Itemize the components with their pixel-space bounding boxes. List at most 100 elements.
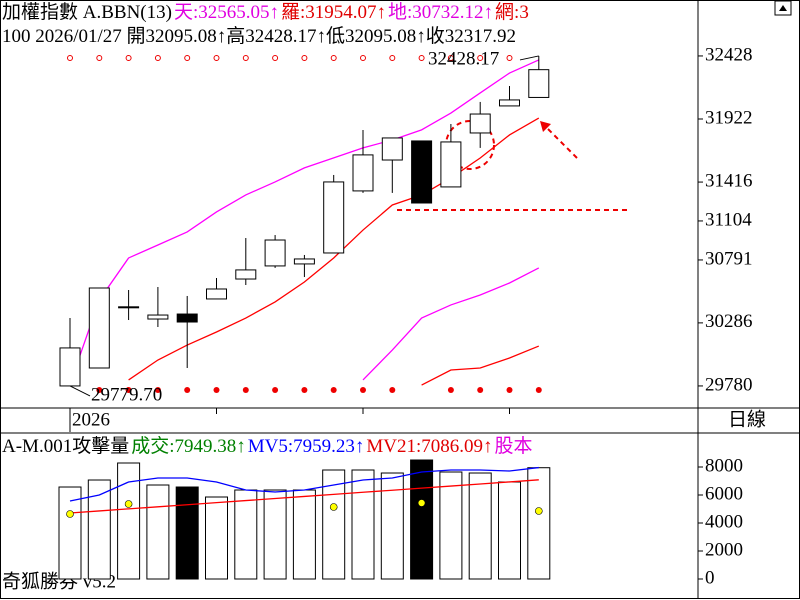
signal-dot (213, 387, 220, 393)
signal-dot (329, 503, 338, 511)
signal-marker (360, 55, 366, 61)
volume-bar (175, 486, 199, 580)
candle-body (235, 269, 257, 280)
candle-body (118, 306, 140, 309)
signal-dot (184, 387, 191, 393)
signal-dot (447, 387, 454, 393)
candle-body (176, 313, 198, 323)
y-tick-label: 0 (705, 567, 715, 588)
annotation: 32428.17 (428, 48, 499, 69)
signal-marker (154, 55, 161, 61)
annotation-leader (69, 385, 91, 397)
y-tick-label: 31416 (705, 170, 753, 191)
signal-dot (535, 387, 542, 393)
indicator: 地:30732.12↑ (388, 2, 494, 23)
arrow (542, 123, 578, 159)
candle-body (59, 347, 81, 387)
signal-marker (272, 55, 279, 61)
period-label: 日線 (728, 408, 766, 430)
header-line: 加權指數 A.BBN(13) 天:32565.05↑ 羅:31954.07↑ 地:30… (2, 2, 696, 24)
volume-bar (410, 459, 434, 580)
candle-body (323, 181, 345, 254)
signal-dot (417, 499, 426, 507)
volume-bar (292, 489, 316, 580)
indicator-line (421, 345, 540, 386)
indicator: 網:3 (495, 2, 529, 23)
signal-marker (506, 55, 513, 61)
signal-dot (330, 387, 337, 393)
indicator: 成交:7949.38↑ (131, 436, 246, 457)
signal-dot (66, 510, 74, 518)
signal-dot (477, 387, 484, 393)
footer: 奇狐勝券 v5.2 (2, 570, 116, 592)
candle-body (264, 239, 286, 267)
y-tick-label: 30286 (705, 311, 753, 332)
indicator-line (69, 59, 540, 385)
y-tick-label: 30791 (705, 248, 753, 269)
indicator: MV5:7959.23↑ (247, 436, 365, 457)
volume-bar (380, 472, 404, 580)
volume-bar (58, 486, 82, 580)
signal-dot (360, 387, 366, 393)
y-tick-label: 31104 (705, 209, 752, 230)
volume-bar (498, 481, 521, 580)
header-title: 加權指數 A.BBN(13) (2, 2, 172, 23)
signal-dot (506, 387, 513, 393)
volume-bar (468, 472, 492, 580)
candle-body (440, 141, 462, 188)
signal-dot (534, 507, 543, 515)
annotation: 29779.70 (91, 384, 162, 405)
y-tick-label: 4000 (705, 511, 743, 532)
volume-bar (205, 496, 228, 580)
signal-marker (242, 55, 249, 61)
volume-bar (117, 462, 141, 580)
volume-bar (439, 471, 463, 580)
volume-bar (234, 489, 258, 580)
candle-body (293, 258, 315, 265)
candle-body (528, 69, 550, 98)
indicator-line (128, 117, 540, 381)
signal-marker (67, 55, 73, 61)
indicator-line (69, 466, 539, 502)
signal-dot (272, 387, 279, 393)
signal-marker (418, 55, 425, 61)
signal-marker (389, 55, 396, 61)
window-button-icon (779, 5, 787, 11)
signal-marker (301, 55, 308, 61)
signal-marker (330, 55, 337, 61)
indicator-line (362, 267, 540, 381)
signal-marker (184, 55, 191, 61)
header-info: 100 2026/01/27 開32095.08↑高32428.17↑低3209… (2, 26, 517, 47)
volume-bar (527, 467, 551, 580)
signal-marker (125, 55, 132, 61)
candle-body (381, 137, 403, 161)
indicator: 股本 (494, 436, 533, 457)
signal-dot (389, 387, 396, 393)
arrow-head (540, 121, 551, 132)
volume-title: A-M.001攻擊量 (2, 436, 130, 457)
volume-bar (322, 469, 346, 580)
window-button[interactable] (774, 0, 792, 16)
y-tick-label: 6000 (705, 483, 743, 504)
signal-marker (447, 55, 454, 61)
signal-dot (242, 387, 249, 393)
candle-body (352, 154, 374, 192)
y-tick-label: 29780 (705, 374, 753, 395)
y-tick-label: 31922 (705, 107, 753, 128)
indicator: MV21:7086.09↑ (366, 436, 493, 457)
y-tick-label: 32428 (705, 44, 753, 65)
signal-dot (125, 387, 132, 393)
volume-bar (263, 489, 287, 580)
signal-marker (96, 55, 103, 61)
volume-bar (87, 479, 111, 580)
signal-dot (301, 387, 308, 393)
candle-body (469, 113, 491, 134)
indicator: 天:32565.05↑ (173, 2, 279, 23)
candle-body (88, 287, 110, 369)
x-tick-label: 2026 (72, 409, 110, 430)
volume-header: A-M.001攻擊量 成交:7949.38↑ MV5:7959.23↑ MV21:70… (2, 436, 696, 458)
volume-bar (351, 469, 375, 580)
candle-body (147, 314, 169, 320)
signal-marker (213, 55, 220, 61)
